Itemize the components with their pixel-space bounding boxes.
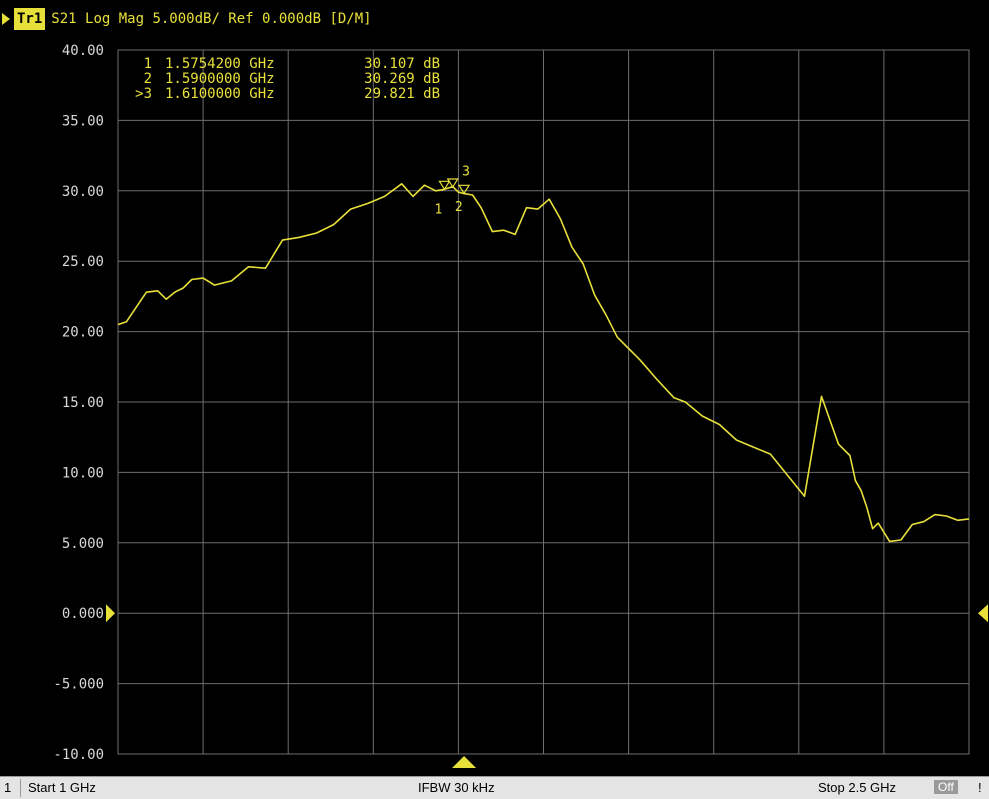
marker-readout-value: 30.107 dB	[364, 56, 440, 72]
y-tick-label: 40.00	[62, 43, 104, 59]
active-marker-position-icon[interactable]	[452, 756, 477, 768]
y-tick-label: 20.00	[62, 325, 104, 341]
marker-readout-frequency: 1.6100000 GHz	[165, 86, 275, 102]
marker-readout-frequency: 1.5754200 GHz	[165, 56, 275, 72]
active-trace-arrow-icon	[2, 13, 10, 25]
trace-header: Tr1 S21 Log Mag 5.000dB/ Ref 0.000dB [D/M…	[0, 8, 372, 30]
marker-label: 3	[462, 164, 470, 179]
start-frequency[interactable]: Start 1 GHz	[28, 780, 96, 795]
marker-label: 2	[455, 200, 463, 215]
marker-triangle[interactable]	[446, 178, 459, 189]
marker-readout-value: 30.269 dB	[364, 71, 440, 87]
reference-level-right-icon[interactable]	[978, 604, 988, 623]
marker-readout-index: >3	[135, 86, 152, 102]
y-tick-label: -5.000	[53, 677, 104, 693]
marker-readout-frequency: 1.5900000 GHz	[165, 71, 275, 87]
y-tick-label: 5.000	[62, 536, 104, 552]
plot-area[interactable]: 40.00 35.00 30.00 25.00 20.00 15.00 10.00 5.000…	[0, 0, 989, 776]
reference-indicators	[106, 604, 988, 768]
y-tick-label: 25.00	[62, 254, 104, 270]
y-tick-label: 15.00	[62, 395, 104, 411]
marker-readout-index: 2	[144, 71, 152, 87]
s21-trace-line[interactable]	[117, 183, 970, 543]
y-tick-label: 0.000	[62, 606, 104, 622]
status-divider	[20, 779, 21, 797]
marker-readout-value: 29.821 dB	[364, 86, 440, 102]
marker-readout-index: 1	[144, 56, 152, 72]
marker-triangle[interactable]	[457, 184, 471, 195]
grid	[117, 49, 970, 755]
marker-table: 1 1.5754200 GHz 30.107 dB 2 1.5900000 GHz 30.…	[135, 56, 440, 102]
y-axis-tick-labels: 40.00 35.00 30.00 25.00 20.00 15.00 10.00 5.000…	[53, 43, 104, 763]
trace-layer	[117, 183, 970, 543]
y-tick-label: -10.00	[53, 747, 104, 763]
marker-triangle[interactable]	[438, 180, 451, 191]
y-tick-label: 30.00	[62, 184, 104, 200]
y-tick-label: 35.00	[62, 113, 104, 129]
trace-tag[interactable]: Tr1	[14, 8, 46, 30]
trace-settings-text[interactable]: S21 Log Mag 5.000dB/ Ref 0.000dB [D/M]	[51, 11, 372, 27]
channel-number[interactable]: 1	[4, 780, 12, 795]
y-tick-label: 10.00	[62, 465, 104, 481]
marker-label: 1	[435, 202, 443, 217]
reference-level-left-icon[interactable]	[106, 604, 115, 623]
marker-layer: 1 2 3	[435, 164, 471, 217]
stop-frequency[interactable]: Stop 2.5 GHz	[818, 780, 897, 795]
warning-flag: !	[978, 780, 982, 795]
status-off-badge[interactable]: Off	[934, 780, 958, 794]
ifbw-setting[interactable]: IFBW 30 kHz	[418, 780, 495, 795]
analyzer-screen: Tr1 S21 Log Mag 5.000dB/ Ref 0.000dB [D/M…	[0, 0, 989, 776]
status-bar: 1 Start 1 GHz IFBW 30 kHz Stop 2.5 GHz O…	[0, 776, 989, 799]
